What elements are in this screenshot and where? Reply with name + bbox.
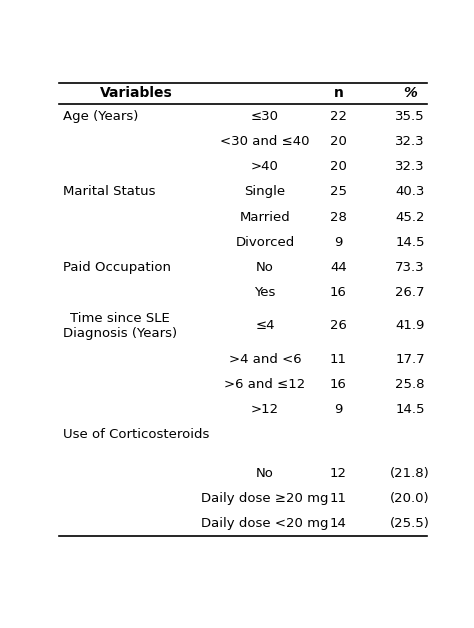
Text: 14: 14: [330, 517, 347, 531]
Text: Daily dose <20 mg: Daily dose <20 mg: [201, 517, 328, 531]
Text: Paid Occupation: Paid Occupation: [63, 261, 171, 274]
Text: 40.3: 40.3: [395, 185, 425, 198]
Text: No: No: [256, 467, 274, 480]
Text: 14.5: 14.5: [395, 403, 425, 416]
Text: Daily dose ≥20 mg: Daily dose ≥20 mg: [201, 492, 328, 506]
Text: >6 and ≤12: >6 and ≤12: [224, 378, 306, 391]
Text: 45.2: 45.2: [395, 210, 425, 224]
Text: 35.5: 35.5: [395, 110, 425, 123]
Text: 41.9: 41.9: [395, 320, 425, 332]
Text: No: No: [256, 261, 274, 274]
Text: >40: >40: [251, 160, 279, 173]
Text: Time since SLE
Diagnosis (Years): Time since SLE Diagnosis (Years): [63, 312, 177, 340]
Text: 11: 11: [330, 492, 347, 506]
Text: 25.8: 25.8: [395, 378, 425, 391]
Text: 32.3: 32.3: [395, 135, 425, 148]
Text: Single: Single: [245, 185, 285, 198]
Text: 14.5: 14.5: [395, 236, 425, 249]
Text: 9: 9: [334, 403, 343, 416]
Text: 12: 12: [330, 467, 347, 480]
Text: 16: 16: [330, 286, 347, 299]
Text: >12: >12: [251, 403, 279, 416]
Text: Yes: Yes: [254, 286, 276, 299]
Text: >4 and <6: >4 and <6: [228, 353, 301, 365]
Text: (25.5): (25.5): [390, 517, 430, 531]
Text: 16: 16: [330, 378, 347, 391]
Text: 25: 25: [330, 185, 347, 198]
Text: 11: 11: [330, 353, 347, 365]
Text: 20: 20: [330, 160, 347, 173]
Text: 73.3: 73.3: [395, 261, 425, 274]
Text: 26: 26: [330, 320, 347, 332]
Text: 17.7: 17.7: [395, 353, 425, 365]
Text: Marital Status: Marital Status: [63, 185, 155, 198]
Text: (21.8): (21.8): [390, 467, 430, 480]
Text: n: n: [334, 86, 343, 100]
Text: Age (Years): Age (Years): [63, 110, 138, 123]
Text: 22: 22: [330, 110, 347, 123]
Text: ≤30: ≤30: [251, 110, 279, 123]
Text: 44: 44: [330, 261, 347, 274]
Text: 32.3: 32.3: [395, 160, 425, 173]
Text: Married: Married: [239, 210, 291, 224]
Text: 28: 28: [330, 210, 347, 224]
Text: <30 and ≤40: <30 and ≤40: [220, 135, 310, 148]
Text: 9: 9: [334, 236, 343, 249]
Text: ≤4: ≤4: [255, 320, 275, 332]
Text: Divorced: Divorced: [235, 236, 294, 249]
Text: %: %: [403, 86, 417, 100]
Text: Variables: Variables: [100, 86, 173, 100]
Text: 26.7: 26.7: [395, 286, 425, 299]
Text: (20.0): (20.0): [390, 492, 430, 506]
Text: Use of Corticosteroids: Use of Corticosteroids: [63, 428, 210, 441]
Text: 20: 20: [330, 135, 347, 148]
